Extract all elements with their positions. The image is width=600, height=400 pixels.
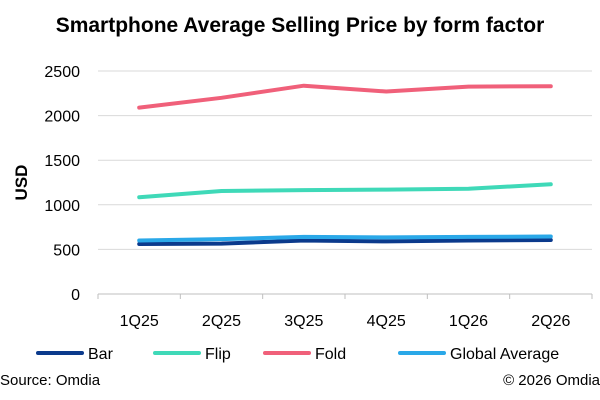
axes: 0 500 1000 1500 2000 2500 1Q25 2Q25 3Q25 4Q25 1Q26… — [12, 64, 593, 330]
y-tick-label: 2500 — [44, 64, 80, 81]
x-tick-label: 1Q25 — [120, 313, 159, 330]
y-axis-title: USD — [12, 165, 31, 201]
legend-item-bar: Bar — [36, 346, 114, 363]
series-lines — [137, 83, 553, 246]
legend-label: Global Average — [450, 346, 559, 363]
y-tick-label: 500 — [53, 242, 80, 259]
y-tick-label: 1000 — [44, 198, 80, 215]
legend-label: Fold — [315, 346, 346, 363]
legend-label: Flip — [205, 346, 231, 363]
copyright-note: © 2026 Omdia — [503, 372, 600, 389]
chart-title: Smartphone Average Selling Price by form… — [55, 14, 545, 37]
x-tick-label: 2Q26 — [531, 313, 570, 330]
legend-label: Bar — [88, 346, 114, 363]
legend-item-fold: Fold — [263, 346, 346, 363]
y-tick-label: 2000 — [44, 109, 80, 126]
x-tick-label: 1Q26 — [449, 313, 488, 330]
x-tick-label: 2Q25 — [202, 313, 241, 330]
legend-item-flip: Flip — [153, 346, 231, 363]
series-line-bar — [137, 238, 553, 246]
legend-item-global-average: Global Average — [398, 346, 559, 363]
legend: Bar Flip Fold Global Average — [36, 346, 559, 363]
series-line-global-average — [137, 234, 553, 243]
source-note: Source: Omdia — [0, 372, 101, 389]
series-line-fold — [137, 83, 553, 110]
x-tick-label: 4Q25 — [367, 313, 406, 330]
gridlines — [98, 70, 592, 250]
x-tick-label: 3Q25 — [284, 313, 323, 330]
y-tick-label: 0 — [71, 287, 80, 304]
series-line-flip — [137, 182, 553, 200]
y-tick-label: 1500 — [44, 153, 80, 170]
